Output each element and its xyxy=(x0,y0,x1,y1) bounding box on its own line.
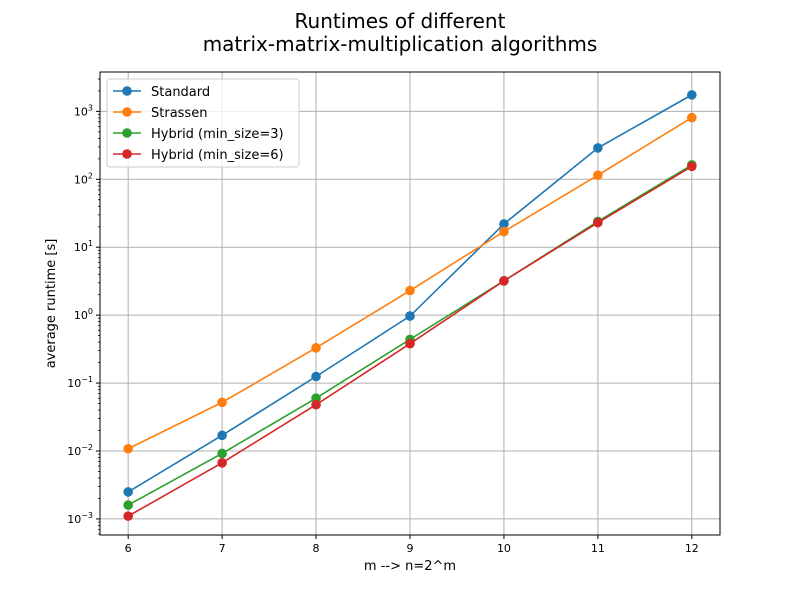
legend-marker xyxy=(122,86,132,96)
x-tick-label: 9 xyxy=(407,542,414,555)
y-tick-label: 10−2 xyxy=(67,443,93,458)
data-point xyxy=(217,448,227,459)
x-tick-label: 6 xyxy=(125,542,132,555)
y-tick-base: 10 xyxy=(67,513,81,526)
x-tick-label: 12 xyxy=(685,542,699,555)
data-point xyxy=(405,311,415,321)
legend: Standard Strassen Hybrid (min_size=3) Hybri… xyxy=(106,78,300,168)
y-tick-exponent: −2 xyxy=(81,443,93,452)
x-tick-label: 7 xyxy=(219,542,226,555)
y-tick-base: 10 xyxy=(67,377,81,390)
data-point xyxy=(311,399,321,410)
y-tick-label: 10−3 xyxy=(67,511,93,526)
y-tick-exponent: −3 xyxy=(81,511,93,520)
legend-label: Hybrid (min_size=3) xyxy=(151,127,284,142)
data-point xyxy=(687,161,697,172)
series-strassen xyxy=(123,112,697,454)
data-point xyxy=(311,371,321,382)
data-point xyxy=(311,343,321,353)
data-point xyxy=(593,170,603,180)
data-point xyxy=(499,276,509,286)
data-point xyxy=(687,112,697,123)
y-tick-base: 10 xyxy=(74,105,88,118)
y-tick-label: 103 xyxy=(74,103,93,118)
data-point xyxy=(217,430,227,441)
x-tick-label: 8 xyxy=(313,542,320,555)
series-layer xyxy=(123,90,697,521)
data-point xyxy=(123,511,133,521)
data-point xyxy=(593,217,603,228)
legend-item: Strassen xyxy=(113,106,207,121)
y-tick-base: 10 xyxy=(74,309,88,322)
legend-label: Hybrid (min_size=6) xyxy=(151,148,284,163)
y-tick-exponent: −1 xyxy=(81,375,93,384)
y-tick-label: 101 xyxy=(74,239,93,254)
y-tick-label: 100 xyxy=(74,307,93,322)
y-tick-label: 10−1 xyxy=(67,375,93,390)
legend-marker xyxy=(122,149,132,159)
y-tick-base: 10 xyxy=(74,241,88,254)
data-point xyxy=(311,393,321,403)
x-axis-ticks: 6 7 8 9 10 11 12 xyxy=(125,535,699,555)
y-tick-label: 102 xyxy=(74,171,93,186)
legend-label: Strassen xyxy=(151,106,207,121)
legend-item: Standard xyxy=(113,85,210,100)
series-hybrid-min-size-6 xyxy=(123,161,697,521)
data-point xyxy=(217,397,227,408)
data-point xyxy=(499,226,509,237)
y-tick-exponent: 2 xyxy=(88,171,93,180)
x-axis-label: m --> n=2^m xyxy=(364,559,456,574)
data-point xyxy=(123,487,133,497)
data-point xyxy=(123,443,133,454)
x-tick-label: 10 xyxy=(497,542,511,555)
legend-item: Hybrid (min_size=3) xyxy=(113,127,284,142)
data-point xyxy=(593,143,603,153)
y-axis-label: average runtime [s] xyxy=(44,239,59,369)
x-tick-label: 11 xyxy=(591,542,605,555)
data-point xyxy=(217,458,227,468)
legend-item: Hybrid (min_size=6) xyxy=(113,148,284,163)
y-tick-base: 10 xyxy=(67,445,81,458)
data-point xyxy=(499,219,509,229)
legend-marker xyxy=(122,128,132,138)
series-standard xyxy=(123,90,697,497)
data-point xyxy=(123,500,133,510)
legend-marker xyxy=(122,107,132,117)
y-tick-base: 10 xyxy=(74,173,88,186)
chart-title-line: matrix-matrix-multiplication algorithms xyxy=(203,32,598,56)
data-point xyxy=(405,338,415,349)
data-point xyxy=(405,285,415,296)
legend-label: Standard xyxy=(151,85,210,100)
legend-box xyxy=(106,78,300,168)
y-tick-exponent: 3 xyxy=(88,103,93,112)
chart-title: Runtimes of differentmatrix-matrix-multi… xyxy=(203,9,598,56)
y-tick-exponent: 1 xyxy=(88,239,93,248)
data-point xyxy=(687,90,697,100)
y-tick-exponent: 0 xyxy=(88,307,93,316)
chart-title-line: Runtimes of different xyxy=(295,9,506,33)
